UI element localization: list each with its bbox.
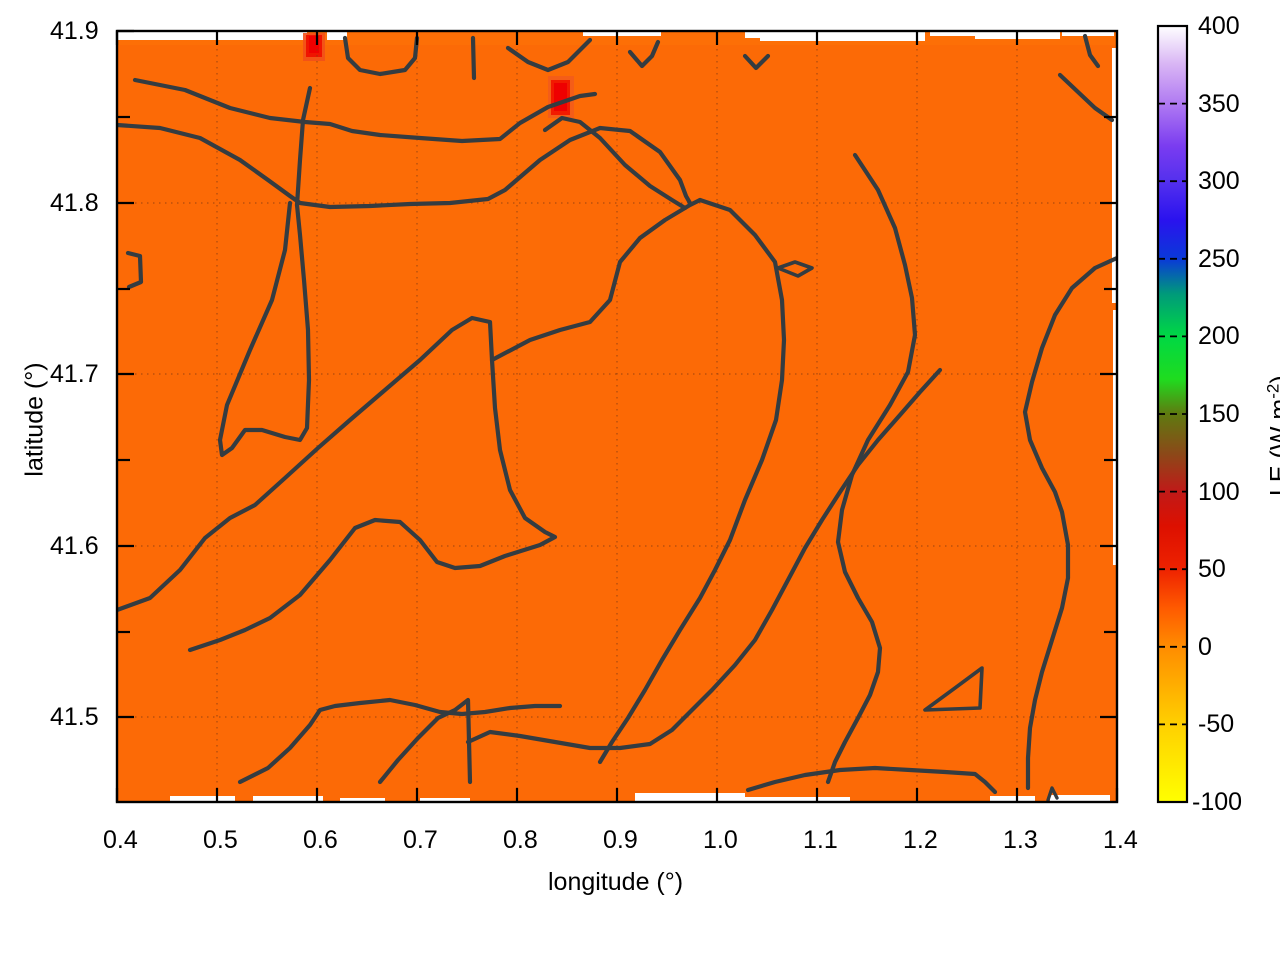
colorbar-tick-label: 50	[1198, 555, 1226, 583]
y-tick-label: 41.5	[50, 703, 99, 731]
x-tick-label: 1.1	[803, 826, 838, 854]
x-tick-label: 1.0	[703, 826, 738, 854]
y-axis-ticks	[117, 29, 1117, 719]
colorbar	[1156, 24, 1189, 804]
x-axis-ticks	[115, 31, 1119, 802]
y-tick-label: 41.6	[50, 532, 99, 560]
x-tick-label: 0.4	[103, 826, 138, 854]
colorbar-tick-label: 300	[1198, 167, 1240, 195]
colorbar-title-tail: )	[1266, 375, 1280, 383]
x-tick-label: 0.8	[503, 826, 538, 854]
nodata-strips-right	[1112, 48, 1117, 565]
colorbar-tick-label: 150	[1198, 400, 1240, 428]
colorbar-tick-label: 200	[1198, 322, 1240, 350]
x-tick-label: 1.3	[1003, 826, 1038, 854]
colorbar-tick-label: -50	[1198, 710, 1235, 738]
hotspot-marker	[548, 76, 574, 118]
y-tick-label: 41.9	[50, 17, 99, 45]
x-tick-label: 0.9	[603, 826, 638, 854]
colorbar-title: LE (W m-2)	[1263, 341, 1280, 531]
colorbar-tick-label: 400	[1198, 12, 1240, 40]
colorbar-tick-label: 0	[1198, 633, 1212, 661]
x-tick-label: 0.5	[203, 826, 238, 854]
x-tick-label: 1.2	[903, 826, 938, 854]
x-axis-title: longitude (°)	[548, 868, 684, 896]
y-tick-label: 41.7	[50, 360, 99, 388]
x-tick-label: 1.4	[1103, 826, 1138, 854]
colorbar-tick-label: -100	[1192, 788, 1243, 816]
x-tick-label: 0.7	[403, 826, 438, 854]
colorbar-tick-label: 100	[1198, 478, 1240, 506]
hotspot-marker	[303, 33, 325, 61]
colorbar-tick-label: 350	[1198, 90, 1240, 118]
colorbar-tick-label: 250	[1198, 245, 1240, 273]
colorbar-title-exponent: -2	[1263, 383, 1280, 399]
grid-lines	[117, 31, 1117, 802]
nodata-strips-bottom	[170, 793, 1110, 802]
y-axis-title: latitude (°)	[20, 362, 49, 477]
x-tick-label: 0.6	[303, 826, 338, 854]
colorbar-title-main: LE (W m	[1265, 399, 1280, 497]
colorbar-ticks	[1158, 102, 1187, 726]
contour-lines	[117, 33, 1117, 802]
y-tick-label: 41.8	[50, 189, 99, 217]
